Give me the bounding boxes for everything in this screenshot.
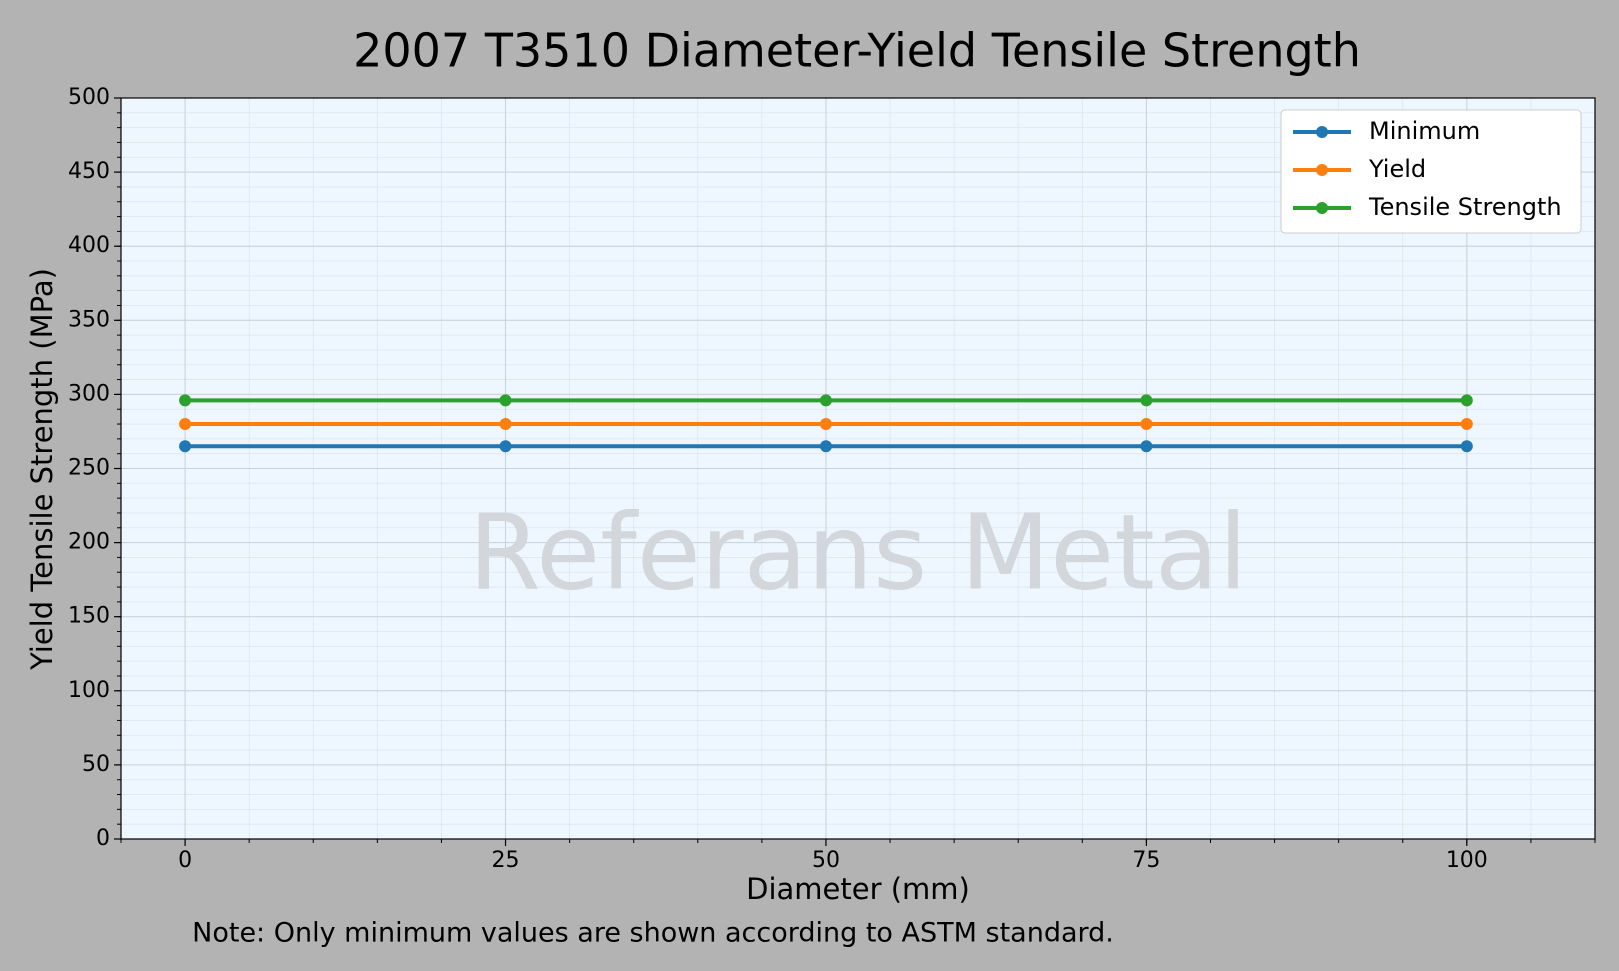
data-point (499, 440, 512, 453)
x-tick-label: 75 (1132, 848, 1160, 873)
data-point (819, 418, 832, 431)
data-point (1140, 418, 1153, 431)
data-point (499, 394, 512, 407)
note: Note: Only minimum values are shown acco… (192, 918, 1114, 949)
x-tick-label: 50 (812, 848, 840, 873)
legend-box (1280, 109, 1582, 234)
y-tick-label: 400 (68, 233, 110, 258)
x-tick-label: 0 (178, 848, 192, 873)
y-tick-label: 0 (96, 826, 110, 851)
y-tick-label: 200 (68, 530, 110, 555)
data-point (819, 394, 832, 407)
legend-marker (1316, 202, 1328, 214)
y-tick-label: 500 (68, 85, 110, 110)
y-axis-label: Yield Tensile Strength (MPa) (25, 268, 59, 671)
plot-frame (120, 97, 1596, 840)
legend-label: Minimum (1369, 117, 1480, 145)
watermark: Referans Metal (469, 491, 1248, 613)
data-point (1140, 440, 1153, 453)
y-tick-label: 300 (68, 381, 110, 406)
y-tick-label: 350 (68, 307, 110, 332)
data-point (1460, 394, 1473, 407)
data-point (1140, 394, 1153, 407)
chart-title: 2007 T3510 Diameter-Yield Tensile Streng… (353, 24, 1361, 78)
legend-label: Yield (1368, 155, 1426, 183)
y-tick-label: 450 (68, 159, 110, 184)
data-point (1460, 418, 1473, 431)
data-point (819, 440, 832, 453)
y-tick-label: 100 (68, 678, 110, 703)
x-axis-label: Diameter (mm) (746, 872, 970, 906)
data-point (179, 418, 192, 431)
y-tick-label: 250 (68, 456, 110, 481)
data-point (179, 394, 192, 407)
y-tick-label: 150 (68, 604, 110, 629)
legend-marker (1316, 164, 1328, 176)
legend-label: Tensile Strength (1368, 193, 1562, 221)
legend-marker (1316, 126, 1328, 138)
y-tick-label: 50 (82, 752, 110, 777)
grid (120, 97, 1596, 840)
data-point (1460, 440, 1473, 453)
data-point (179, 440, 192, 453)
data-point (499, 418, 512, 431)
x-tick-label: 100 (1446, 848, 1488, 873)
x-tick-label: 25 (492, 848, 520, 873)
